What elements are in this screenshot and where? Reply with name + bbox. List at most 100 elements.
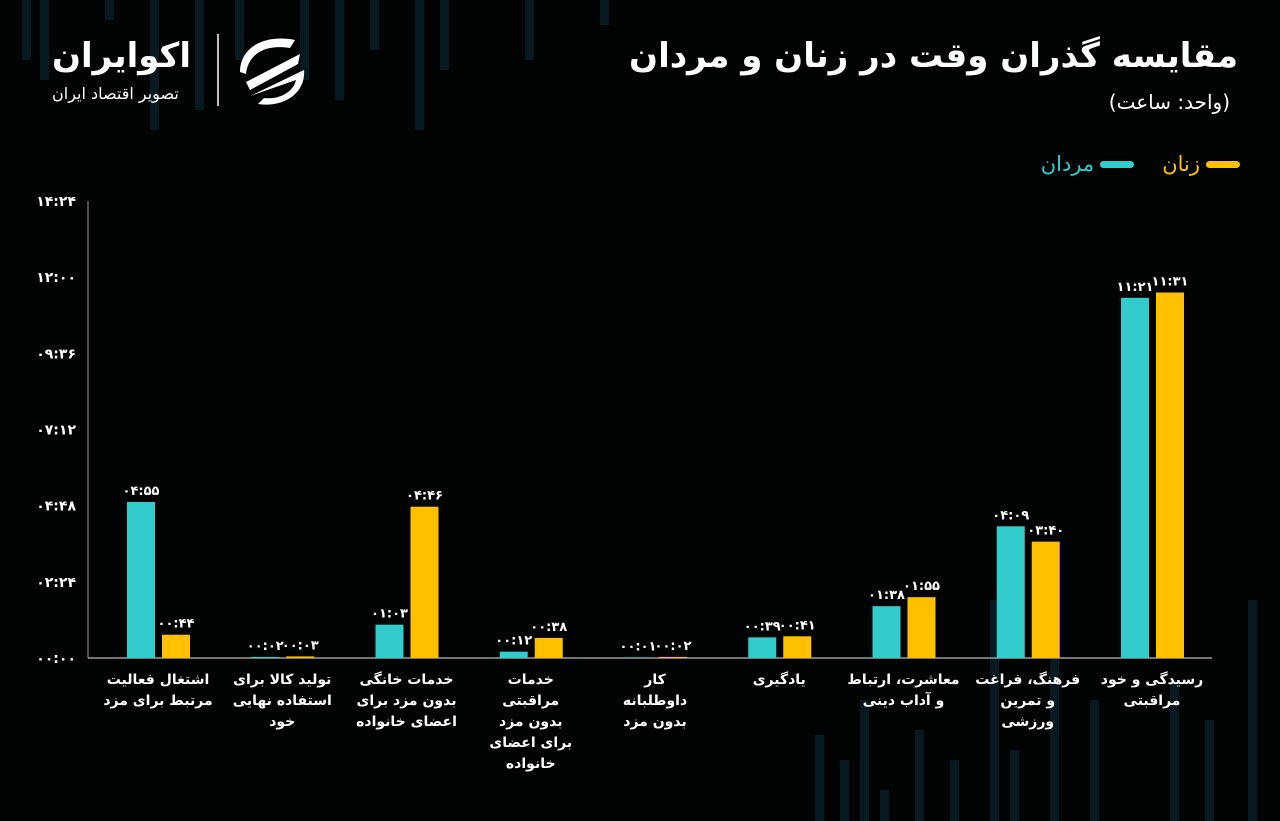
background-stripe	[415, 0, 424, 130]
x-tick-label-line: خانواده	[505, 756, 556, 772]
x-tick-label-line: رسیدگی و خود	[1100, 672, 1204, 688]
bar-men	[624, 657, 652, 658]
bar-women	[1156, 292, 1184, 658]
x-tick-label: کار داوطلبانه بدون مزد	[596, 670, 714, 733]
x-tick-label-line: و تمرین	[1000, 693, 1056, 709]
background-stripe	[915, 730, 924, 821]
y-tick-label: ۰۲:۲۴	[36, 575, 76, 591]
bar-men	[996, 526, 1025, 658]
data-label-women: ۰۰:۰۳	[282, 638, 319, 653]
legend-swatch-women	[1206, 160, 1240, 168]
background-stripe	[370, 0, 379, 50]
background-stripe	[815, 735, 824, 821]
background-stripe	[990, 600, 999, 821]
y-tick-label: ۰۹:۳۶	[36, 346, 76, 362]
bar-men	[375, 624, 404, 658]
x-tick-label-line: بدون مزد	[499, 714, 563, 730]
background-stripe	[880, 790, 889, 821]
background-stripe	[860, 700, 869, 821]
x-tick-label-line: مراقبتی	[1123, 693, 1181, 709]
x-tick-label: تولید کالا برای استفاده نهایی خود	[223, 670, 341, 733]
x-tick-label-line: بدون مزد برای	[356, 693, 457, 709]
x-tick-label-line: فرهنگ، فراغت	[975, 672, 1081, 688]
brand-logo	[217, 34, 305, 106]
x-tick-label-line: اشتغال فعالیت	[106, 672, 210, 688]
legend-item-men: مردان	[1040, 152, 1135, 176]
bar-women	[534, 637, 563, 658]
x-tick-label-line: کار	[644, 672, 666, 688]
x-tick-label-line: و آداب دینی	[862, 693, 945, 709]
bar-women	[783, 636, 812, 658]
x-tick-label: فرهنگ، فراغت و تمرین ورزشی	[969, 670, 1087, 733]
background-stripe	[1248, 600, 1257, 821]
bar-women	[659, 656, 687, 658]
x-tick-label: خدمات مراقبتی بدون مزد برای اعضای خانواده	[472, 670, 590, 775]
data-label-women: ۰۰:۳۸	[530, 620, 567, 635]
data-label-men: ۰۰:۳۹	[744, 619, 781, 634]
x-tick-label-line: خدمات	[507, 672, 554, 688]
data-label-men: ۰۰:۰۲	[247, 639, 284, 654]
data-label-women: ۰۳:۴۰	[1027, 524, 1064, 539]
data-label-women: ۰۴:۴۶	[406, 489, 443, 504]
x-tick-label-line: استفاده نهایی	[232, 693, 332, 709]
background-stripe	[950, 760, 959, 821]
data-label-women: ۰۰:۴۴	[158, 617, 195, 632]
chart-unit: (واحد: ساعت)	[1108, 90, 1230, 114]
data-label-women: ۰۰:۴۱	[779, 618, 816, 633]
legend: زنان مردان	[1041, 152, 1240, 176]
y-tick-label: ۱۴:۲۴	[36, 194, 76, 210]
x-tick-label-line: تولید کالا برای	[233, 672, 332, 688]
legend-swatch-men	[1100, 160, 1135, 168]
background-stripe	[195, 0, 204, 110]
background-stripe	[1090, 700, 1099, 821]
data-label-men: ۱۱:۲۱	[1117, 280, 1154, 295]
x-tick-label-line: معاشرت، ارتباط	[847, 672, 960, 688]
data-label-men: ۰۰:۱۲	[495, 634, 532, 649]
x-tick-label-line: برای اعضای	[489, 735, 573, 751]
x-tick-label: معاشرت، ارتباط و آداب دینی	[845, 670, 963, 712]
bar-women	[286, 656, 315, 658]
bar-women	[410, 506, 439, 658]
x-tick-label-line: ورزشی	[1001, 714, 1055, 730]
legend-label-women: زنان	[1162, 152, 1200, 176]
data-label-men: ۰۱:۰۳	[371, 607, 408, 622]
background-stripe	[300, 0, 309, 80]
x-tick-label-line: خدمات خانگی	[359, 672, 454, 688]
data-label-men: ۰۴:۰۹	[992, 508, 1029, 523]
brand-name: اکوایران	[52, 36, 191, 76]
bar-men	[499, 651, 528, 658]
x-tick-label-line: خود	[269, 714, 296, 730]
background-stripe	[40, 0, 49, 80]
bar-men	[251, 656, 280, 658]
x-tick-label-line: یادگیری	[752, 672, 806, 688]
background-stripe	[22, 0, 31, 60]
background-stripe	[840, 760, 849, 821]
background-stripe	[105, 0, 114, 20]
background-stripe	[600, 0, 609, 25]
bar-women	[162, 634, 190, 658]
background-stripe	[440, 0, 449, 70]
legend-item-women: زنان	[1162, 152, 1240, 176]
data-label-women: ۰۰:۰۲	[655, 639, 692, 654]
x-tick-label-line: داوطلبانه	[622, 693, 688, 709]
data-label-women: ۰۱:۵۵	[903, 579, 940, 594]
background-stripe	[1170, 680, 1179, 821]
legend-label-men: مردان	[1040, 152, 1095, 176]
logo-mark-icon	[240, 38, 305, 105]
y-tick-label: ۰۴:۴۸	[36, 499, 76, 515]
data-label-men: ۰۴:۵۵	[123, 484, 160, 499]
y-tick-label: ۰۰:۰۰	[36, 651, 76, 667]
x-tick-label-line: مراقبتی	[502, 693, 560, 709]
bar-men	[127, 501, 155, 658]
background-stripe	[235, 0, 244, 60]
background-stripe	[150, 0, 159, 130]
x-tick-label: اشتغال فعالیت مرتبط برای مزد	[99, 670, 217, 712]
data-label-men: ۰۰:۰۱	[620, 639, 657, 654]
x-tick-label-line: بدون مزد	[623, 714, 687, 730]
background-stripe	[1050, 620, 1059, 821]
background-stripe	[335, 0, 344, 100]
data-label-women: ۱۱:۳۱	[1152, 275, 1189, 290]
bar-women	[1031, 541, 1060, 658]
chart-title: مقایسه گذران وقت در زنان و مردان	[629, 36, 1238, 76]
data-label-men: ۰۱:۳۸	[868, 588, 905, 603]
